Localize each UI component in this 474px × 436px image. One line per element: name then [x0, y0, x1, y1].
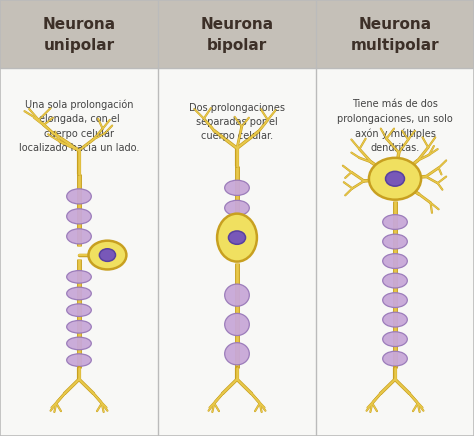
Bar — [0, 0, 158, 68]
Ellipse shape — [383, 215, 407, 229]
Ellipse shape — [225, 284, 249, 306]
Ellipse shape — [228, 231, 246, 244]
Bar — [158, 68, 316, 436]
Ellipse shape — [67, 229, 91, 244]
Ellipse shape — [67, 337, 91, 350]
Ellipse shape — [385, 171, 404, 186]
Bar — [316, 68, 474, 436]
Text: Una sola prolongación
elongada, con el
cuerpo celular
localizado hacia un lado.: Una sola prolongación elongada, con el c… — [19, 99, 139, 153]
Text: Neurona
bipolar: Neurona bipolar — [201, 17, 273, 53]
Text: Tiene más de dos
prolongaciones, un solo
axón y múltiples
dendritas.: Tiene más de dos prolongaciones, un solo… — [337, 99, 453, 153]
Ellipse shape — [67, 287, 91, 300]
Text: Neurona
multipolar: Neurona multipolar — [351, 17, 439, 53]
Bar — [0, 68, 158, 436]
Ellipse shape — [225, 180, 249, 195]
Ellipse shape — [100, 249, 116, 261]
Ellipse shape — [67, 209, 91, 224]
Ellipse shape — [225, 343, 249, 365]
Ellipse shape — [67, 354, 91, 366]
Ellipse shape — [383, 351, 407, 366]
Ellipse shape — [67, 304, 91, 317]
Ellipse shape — [383, 293, 407, 307]
Ellipse shape — [217, 214, 257, 262]
Text: Neurona
unipolar: Neurona unipolar — [43, 17, 116, 53]
Ellipse shape — [383, 273, 407, 288]
Ellipse shape — [369, 158, 421, 200]
Ellipse shape — [67, 271, 91, 283]
Text: Dos prolongaciones
separadas por el
cuerpo celular.: Dos prolongaciones separadas por el cuer… — [189, 103, 285, 141]
Ellipse shape — [225, 200, 249, 215]
Ellipse shape — [383, 332, 407, 347]
Ellipse shape — [383, 312, 407, 327]
Bar — [158, 0, 316, 68]
Ellipse shape — [89, 241, 127, 269]
Ellipse shape — [225, 313, 249, 336]
Bar — [316, 0, 474, 68]
Ellipse shape — [383, 234, 407, 249]
Ellipse shape — [383, 254, 407, 269]
Ellipse shape — [67, 189, 91, 204]
Ellipse shape — [67, 320, 91, 333]
